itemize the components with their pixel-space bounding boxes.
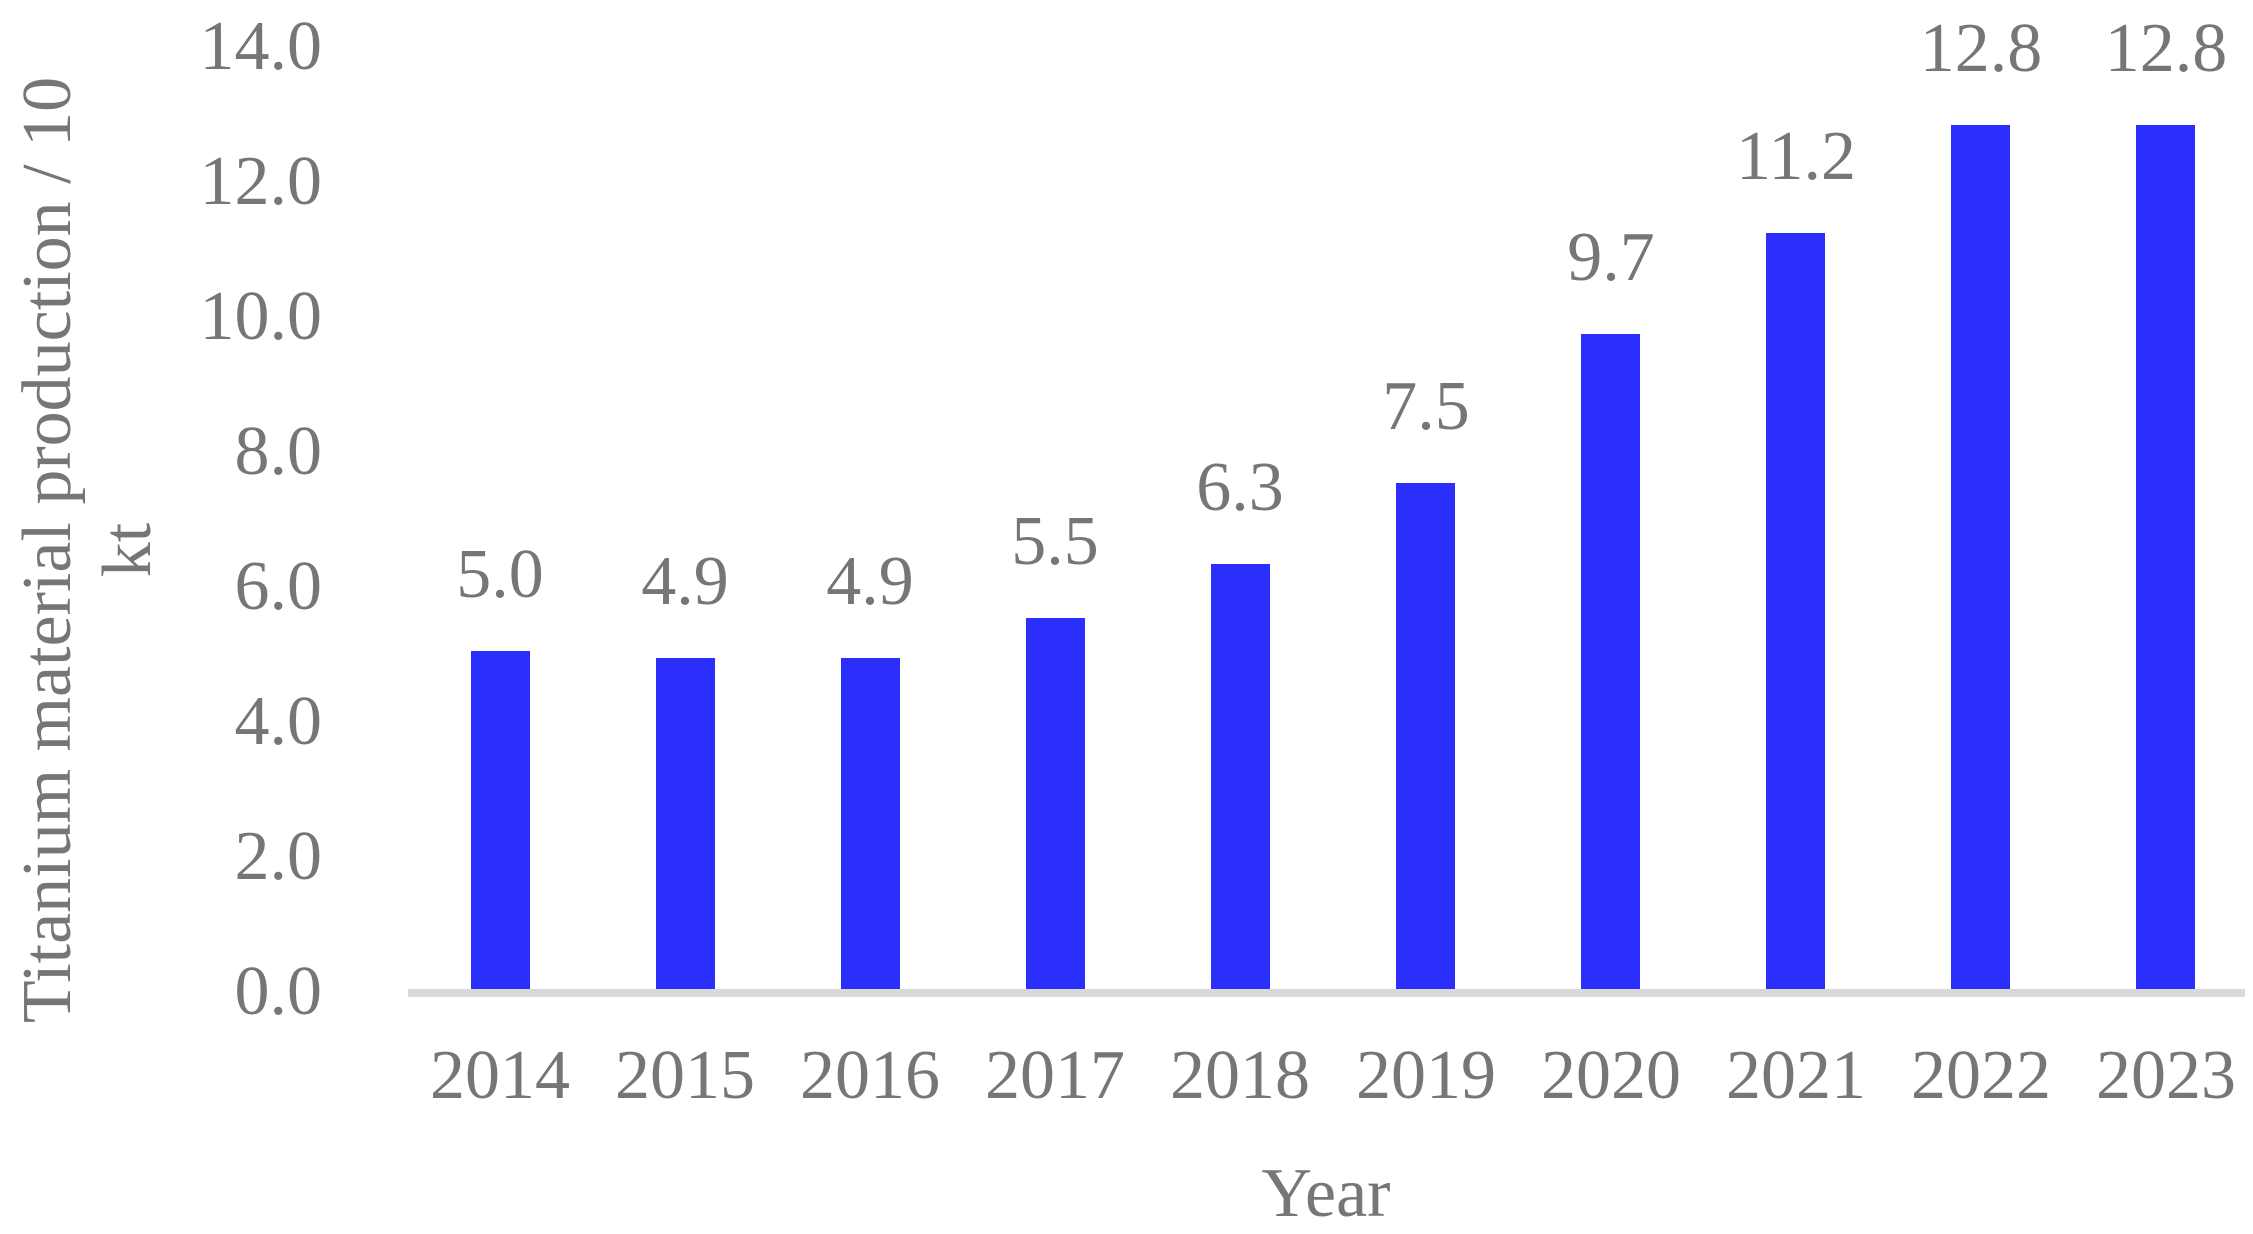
- bar-2021: [1766, 233, 1825, 989]
- bar-value-label: 11.2: [1736, 118, 1856, 195]
- bar-2023: [2136, 125, 2195, 989]
- x-axis-tick-label: 2021: [1726, 1037, 1866, 1114]
- x-axis-tick-label: 2022: [1911, 1037, 2051, 1114]
- bar-value-label: 9.7: [1567, 219, 1655, 296]
- bar-2018: [1211, 564, 1270, 989]
- bar-2014: [471, 651, 530, 989]
- x-axis-tick-label: 2017: [985, 1037, 1125, 1114]
- bar-value-label: 7.5: [1382, 368, 1470, 445]
- bar-value-label: 12.8: [1919, 10, 2043, 87]
- y-axis-tick-label: 14.0: [199, 7, 323, 85]
- bar-value-label: 4.9: [826, 543, 914, 620]
- y-axis-tick-label: 2.0: [234, 817, 323, 895]
- x-axis-tick-label: 2018: [1170, 1037, 1310, 1114]
- y-axis-tick-label: 8.0: [234, 412, 323, 490]
- x-axis-tick-label: 2015: [615, 1037, 755, 1114]
- bar-2016: [841, 658, 900, 989]
- bar-value-label: 6.3: [1196, 449, 1284, 526]
- y-axis-tick-label: 6.0: [234, 547, 323, 625]
- bar-2015: [656, 658, 715, 989]
- bar-2019: [1396, 483, 1455, 989]
- x-axis-tick-label: 2020: [1541, 1037, 1681, 1114]
- x-axis-tick-label: 2016: [800, 1037, 940, 1114]
- y-axis-tick-label: 0.0: [234, 952, 323, 1030]
- y-axis-tick-label: 4.0: [234, 682, 323, 760]
- y-axis-tick-label: 10.0: [199, 277, 323, 355]
- bar-value-label: 4.9: [641, 543, 729, 620]
- x-axis-line: [408, 989, 2245, 997]
- bar-value-label: 5.0: [456, 536, 544, 613]
- bar-2017: [1026, 618, 1085, 989]
- bar-2022: [1951, 125, 2010, 989]
- bar-value-label: 12.8: [2104, 10, 2228, 87]
- x-axis-tick-label: 2014: [430, 1037, 570, 1114]
- bar-2020: [1581, 334, 1640, 989]
- x-axis-title: Year: [1261, 1155, 1391, 1232]
- x-axis-tick-label: 2019: [1356, 1037, 1496, 1114]
- x-axis-tick-label: 2023: [2096, 1037, 2236, 1114]
- bar-value-label: 5.5: [1011, 503, 1099, 580]
- y-axis-tick-label: 12.0: [199, 142, 323, 220]
